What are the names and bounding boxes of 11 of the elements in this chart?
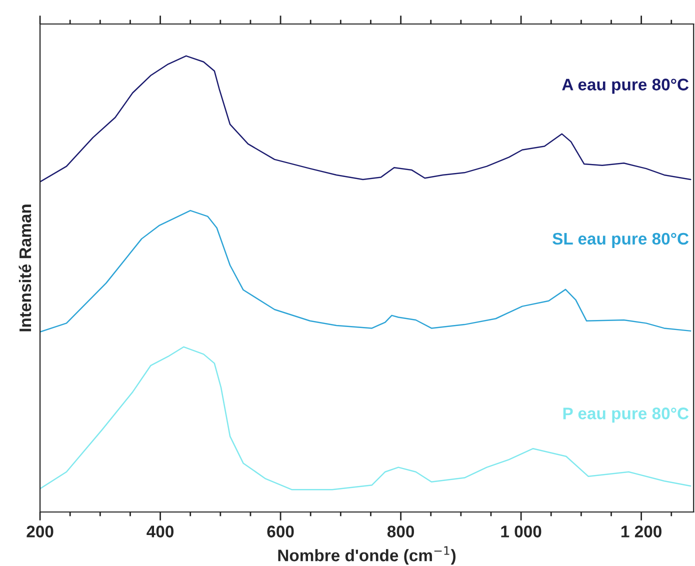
- series-label: P eau pure 80°C: [563, 408, 689, 423]
- x-axis-title: Nombre d'onde (cm$^{−1}$): [278, 546, 456, 565]
- x-tick-label: 200: [26, 526, 54, 538]
- x-tick-label: 1 000: [501, 526, 542, 538]
- x-tick-label: 800: [387, 526, 414, 538]
- x-tick-label: 400: [146, 526, 174, 538]
- text: A eau pure 80°C: [562, 78, 689, 94]
- x-tick-label: 600: [267, 526, 294, 538]
- text: SL eau pure 80°C: [552, 232, 689, 248]
- x-tick-label: 1 200: [622, 526, 662, 538]
- y-axis-title: Intensité Raman: [18, 204, 32, 332]
